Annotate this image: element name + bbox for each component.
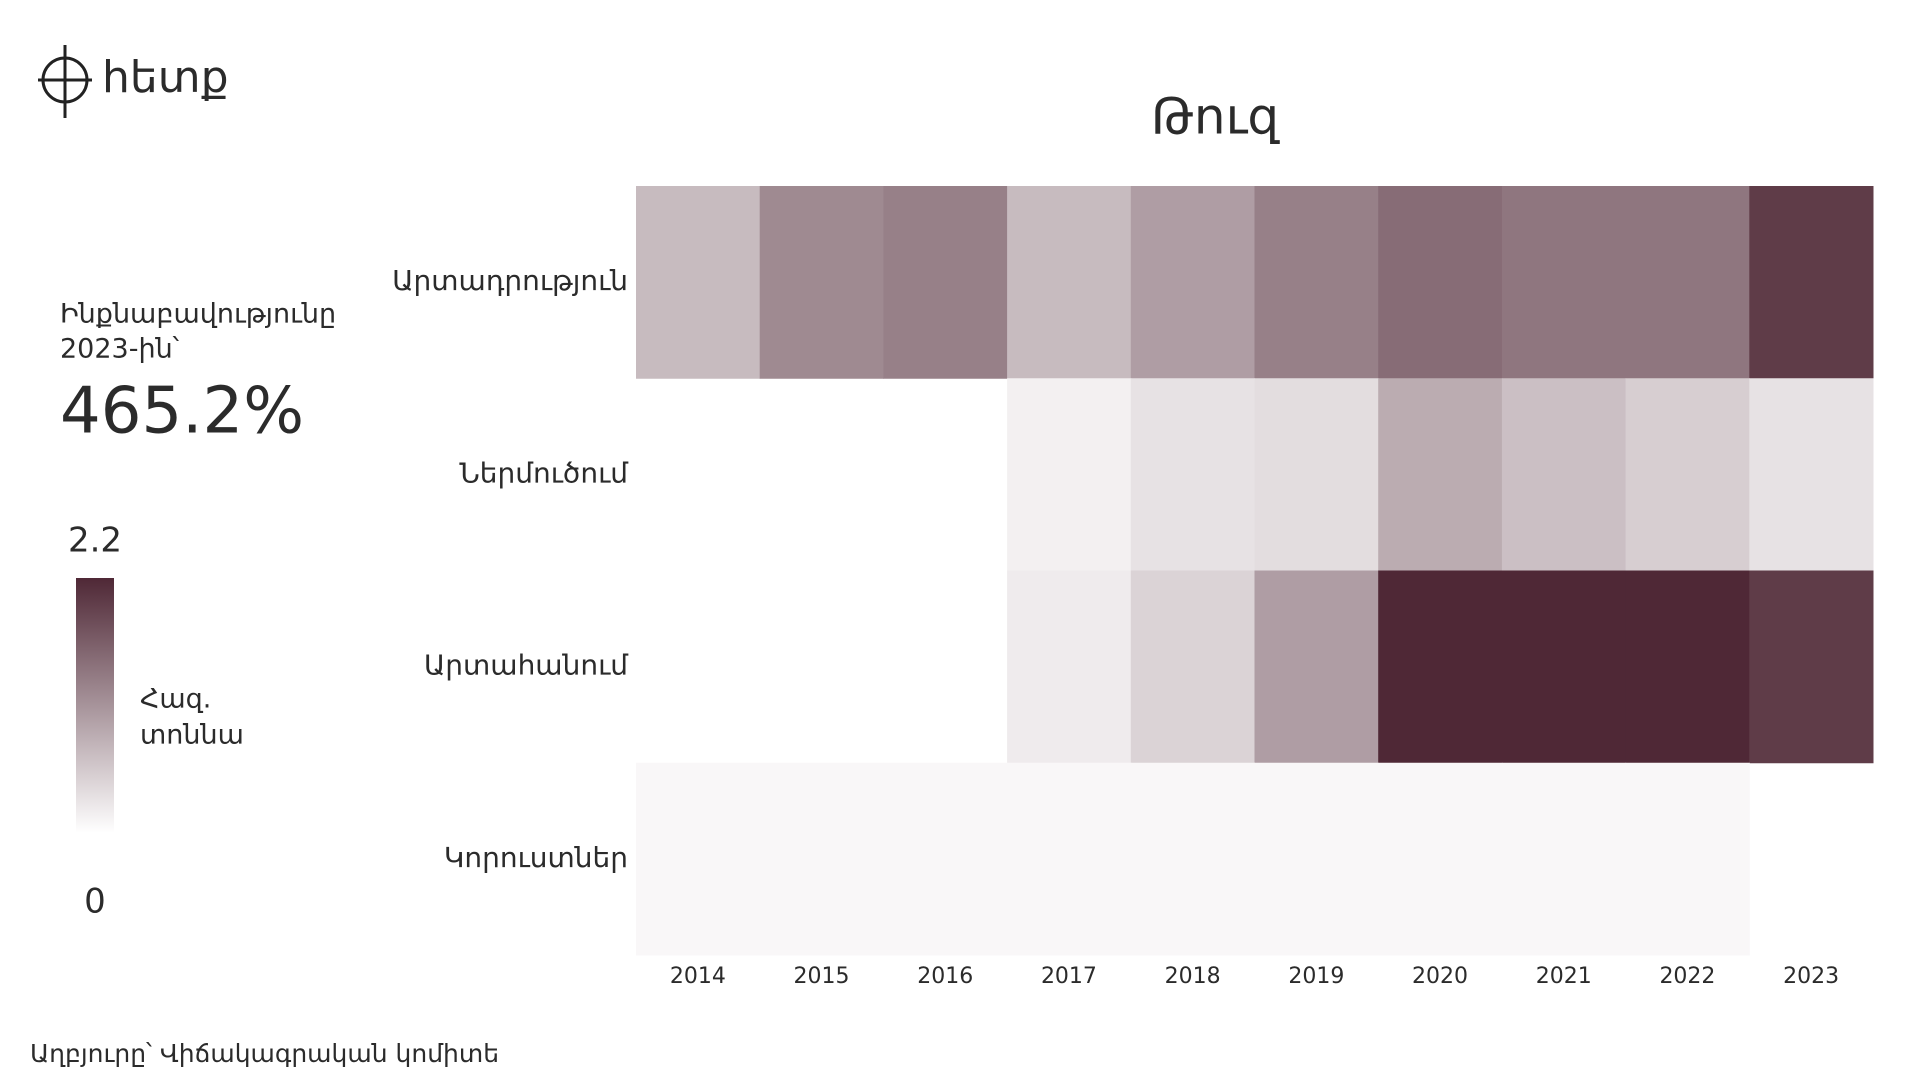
heatmap-cell — [1378, 762, 1503, 956]
heatmap-cell — [1378, 378, 1503, 571]
heatmap-cell — [1130, 570, 1255, 764]
x-tick-label: 2014 — [670, 964, 726, 989]
x-tick-label: 2017 — [1041, 964, 1097, 989]
x-tick-label: 2022 — [1659, 964, 1715, 989]
heatmap-cell — [1254, 186, 1379, 379]
heatmap-cell — [1625, 378, 1750, 571]
heatmap-cell — [1378, 186, 1503, 379]
heatmap-cell — [636, 762, 761, 956]
heatmap-cell — [1007, 570, 1132, 764]
heatmap-cell — [1130, 186, 1255, 379]
heatmap-cell — [1007, 186, 1132, 379]
colorbar-tick-label: 2.2 — [68, 521, 122, 561]
x-tick-label: 2016 — [917, 964, 973, 989]
heatmap-cell — [1254, 762, 1379, 956]
colorbar — [76, 578, 114, 833]
x-tick-label: 2019 — [1288, 964, 1344, 989]
heatmap-cell — [1254, 570, 1379, 764]
kpi-label: 2023-ին՝ — [60, 334, 180, 365]
row-label: Արտադրություն — [392, 264, 628, 297]
heatmap-cell — [1007, 378, 1132, 571]
heatmap-cell — [1625, 186, 1750, 379]
heatmap-cell — [1130, 378, 1255, 571]
colorbar-tick-label: 0 — [84, 882, 106, 922]
heatmap-cell — [1501, 762, 1627, 956]
logo-text: հետք — [102, 52, 229, 103]
heatmap-cell — [759, 762, 884, 956]
heatmap-cell — [1625, 762, 1750, 956]
x-tick-label: 2015 — [794, 964, 850, 989]
source: Աղբյուրը՝ Վիճակագրական կոմիտե — [30, 1039, 499, 1068]
heatmap-cell — [1254, 378, 1379, 571]
heatmap-cell — [1007, 762, 1132, 956]
heatmap-cell — [1749, 186, 1874, 379]
kpi-value: 465.2% — [60, 375, 304, 449]
heatmap-cell — [759, 186, 884, 379]
colorbar-label: տոննա — [140, 720, 244, 751]
heatmap-cell — [1501, 378, 1627, 571]
logo: հետք — [38, 45, 229, 118]
colorbar-label: Հազ. — [140, 684, 211, 715]
heatmap-cell — [1749, 570, 1874, 764]
row-label: Արտահանում — [424, 649, 629, 682]
heatmap-cell — [883, 762, 1008, 956]
row-label: Ներմուծում — [459, 456, 629, 489]
kpi-label: Ինքնաբավությունը — [60, 299, 336, 330]
heatmap-cell — [636, 186, 761, 379]
chart-title: Թուզ — [1151, 88, 1280, 146]
heatmap-cell — [1130, 762, 1255, 956]
row-label: Կորուստներ — [444, 841, 628, 874]
heatmap-cell — [1501, 186, 1627, 379]
heatmap-cell — [883, 186, 1008, 379]
heatmap-cell — [1378, 570, 1503, 764]
heatmap-cell — [1625, 570, 1750, 764]
x-tick-label: 2021 — [1536, 964, 1592, 989]
heatmap-cell — [1501, 570, 1627, 764]
x-tick-label: 2018 — [1165, 964, 1221, 989]
x-tick-label: 2020 — [1412, 964, 1468, 989]
heatmap-cell — [1749, 378, 1874, 571]
x-tick-label: 2023 — [1783, 964, 1839, 989]
